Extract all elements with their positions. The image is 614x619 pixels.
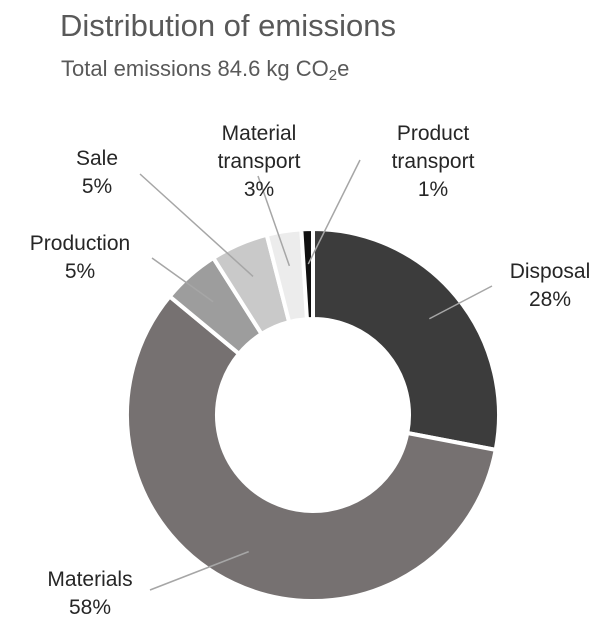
slice-disposal: [311, 227, 501, 452]
leader-line-production: [151, 257, 214, 303]
value-label-materials: 58%: [69, 596, 111, 619]
slice-product-transport: [299, 227, 315, 322]
chart-subtitle: Total emissions 84.6 kg CO2e: [61, 56, 349, 84]
category-label-product-transport: Product: [397, 122, 470, 145]
value-label-material-transport: 3%: [244, 178, 274, 201]
subtitle-suffix: e: [337, 56, 350, 81]
leader-line-product-transport: [307, 159, 361, 265]
leader-line-sale: [139, 173, 254, 277]
leader-line-disposal: [429, 285, 493, 320]
labels-layer: Disposal 28% Materials 58% Production 5% Sale 5…: [30, 122, 590, 619]
leader-lines-layer: [139, 159, 493, 591]
slices-layer: [125, 227, 501, 603]
subtitle-subscript: 2: [328, 67, 338, 84]
leader-line-materials: [149, 550, 249, 591]
category-label-production: Production: [30, 232, 130, 255]
value-label-product-transport: 1%: [418, 178, 448, 201]
chart-title: Distribution of emissions: [60, 8, 396, 43]
subtitle-text: Total emissions 84.6 kg CO: [61, 56, 329, 81]
category-label-material-transport: Material: [222, 122, 297, 145]
slice-materials: [125, 294, 498, 603]
category-label-disposal: Disposal: [510, 260, 591, 283]
category-label-material-transport: transport: [218, 150, 301, 173]
category-label-sale: Sale: [76, 147, 118, 170]
category-label-product-transport: transport: [392, 150, 475, 173]
value-label-production: 5%: [65, 260, 95, 283]
category-label-materials: Materials: [47, 568, 132, 591]
value-label-sale: 5%: [82, 175, 112, 198]
value-label-disposal: 28%: [529, 288, 571, 311]
leader-line-material-transport: [257, 175, 291, 267]
